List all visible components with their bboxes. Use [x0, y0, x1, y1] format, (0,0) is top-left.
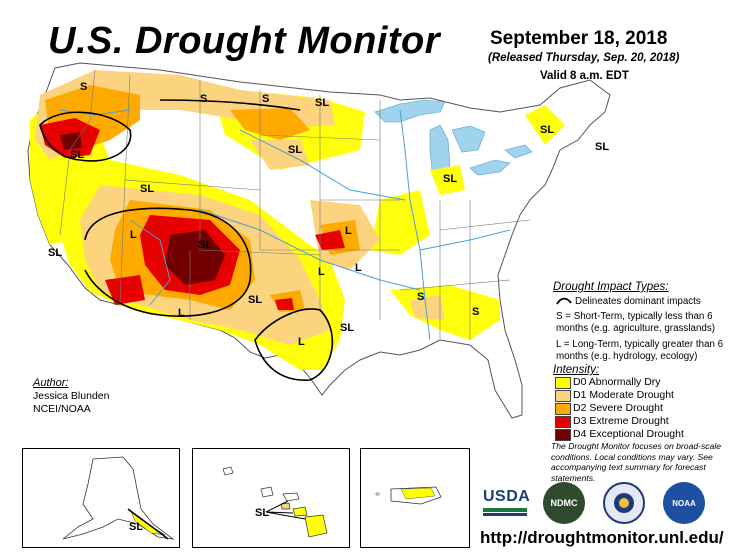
puerto-rico-inset [360, 448, 470, 548]
state-borders [59, 69, 531, 340]
label-sl-ne-tx: SL [340, 322, 354, 334]
label-sl-mi: SL [443, 173, 457, 185]
label-sl-nd: SL [315, 97, 329, 109]
label-s-ga: S [472, 306, 479, 318]
map-title: U.S. Drought Monitor [48, 20, 441, 62]
label-s-mt: S [200, 93, 207, 105]
alaska-inset: SL [22, 448, 180, 548]
label-sl-sd: SL [288, 144, 302, 156]
usda-logo: USDA [483, 488, 531, 520]
great-lakes [374, 99, 533, 179]
label-l-ks2: L [355, 262, 362, 274]
noaa-logo: NOAA [663, 482, 705, 524]
label-l-nm: L [178, 307, 185, 319]
alaska-map [62, 456, 175, 540]
author-org: NCEI/NOAA [33, 403, 91, 415]
author-label: Author: [33, 377, 69, 389]
label-sl-nv: SL [48, 247, 62, 259]
swatch-d2 [555, 403, 571, 415]
hawaii-impact-label: SL [255, 507, 270, 519]
usda-logo-stripe [483, 508, 527, 512]
label-sl-or: SL [70, 149, 84, 161]
alaska-impact-label: SL [129, 521, 144, 533]
label-sl-ny: SL [540, 124, 554, 136]
website-url[interactable]: http://droughtmonitor.unl.edu/ [480, 528, 724, 547]
usda-logo-text: USDA [483, 488, 531, 505]
swatch-d0 [555, 377, 571, 389]
swatch-d4 [555, 429, 571, 441]
label-l-ks: L [345, 225, 352, 237]
map-date: September 18, 2018 [490, 28, 668, 49]
label-l-ut: L [130, 229, 137, 241]
label-sl-ut: SL [140, 183, 154, 195]
impact-line-icon [556, 297, 572, 305]
valid-time: Valid 8 a.m. EDT [540, 70, 629, 82]
noaa-logo-text: NOAA [672, 498, 696, 508]
author-name: Jessica Blunden [33, 390, 110, 402]
label-sl-co: SL [198, 239, 212, 251]
label-l-tx: L [298, 336, 305, 348]
ndmc-logo: NDMC [543, 482, 585, 524]
label-s-nd-upper: S [262, 93, 269, 105]
impact-long-term: L = Long-Term, typically greater than 6 … [556, 339, 724, 362]
label-sl-ne: SL [595, 141, 609, 153]
drought-d4 [60, 132, 225, 285]
swatch-d1 [555, 390, 571, 402]
label-l-ok: L [318, 266, 325, 278]
category-d2: D2 Severe Drought [573, 402, 663, 414]
category-d0: D0 Abnormally Dry [573, 376, 661, 388]
category-d4: D4 Exceptional Drought [573, 428, 684, 440]
hawaii-inset: SL [192, 448, 350, 548]
release-date: (Released Thursday, Sep. 20, 2018) [488, 52, 680, 64]
ndmc-logo-text: NDMC [550, 498, 578, 508]
puerto-rico-map [375, 486, 442, 505]
disclaimer-note: The Drought Monitor focuses on broad-sca… [551, 441, 722, 483]
rivers [59, 109, 511, 341]
intensity-title: Intensity: [553, 364, 600, 376]
hawaii-map [222, 466, 328, 538]
category-d3: D3 Extreme Drought [573, 415, 669, 427]
eagle-icon [614, 493, 634, 513]
impact-short-term: S = Short-Term, typically less than 6 mo… [556, 311, 715, 334]
swatch-d3 [555, 416, 571, 428]
label-sl-nm-e: SL [248, 294, 262, 306]
label-s-nw: S [80, 81, 87, 93]
label-s-tn: S [417, 291, 424, 303]
impact-line-label: Delineates dominant impacts [575, 296, 701, 307]
category-d1: D1 Moderate Drought [573, 389, 674, 401]
commerce-seal [603, 482, 645, 524]
impact-boundaries [39, 99, 334, 381]
impact-types-title: Drought Impact Types: [553, 281, 669, 293]
usda-logo-stripe-2 [483, 513, 527, 516]
